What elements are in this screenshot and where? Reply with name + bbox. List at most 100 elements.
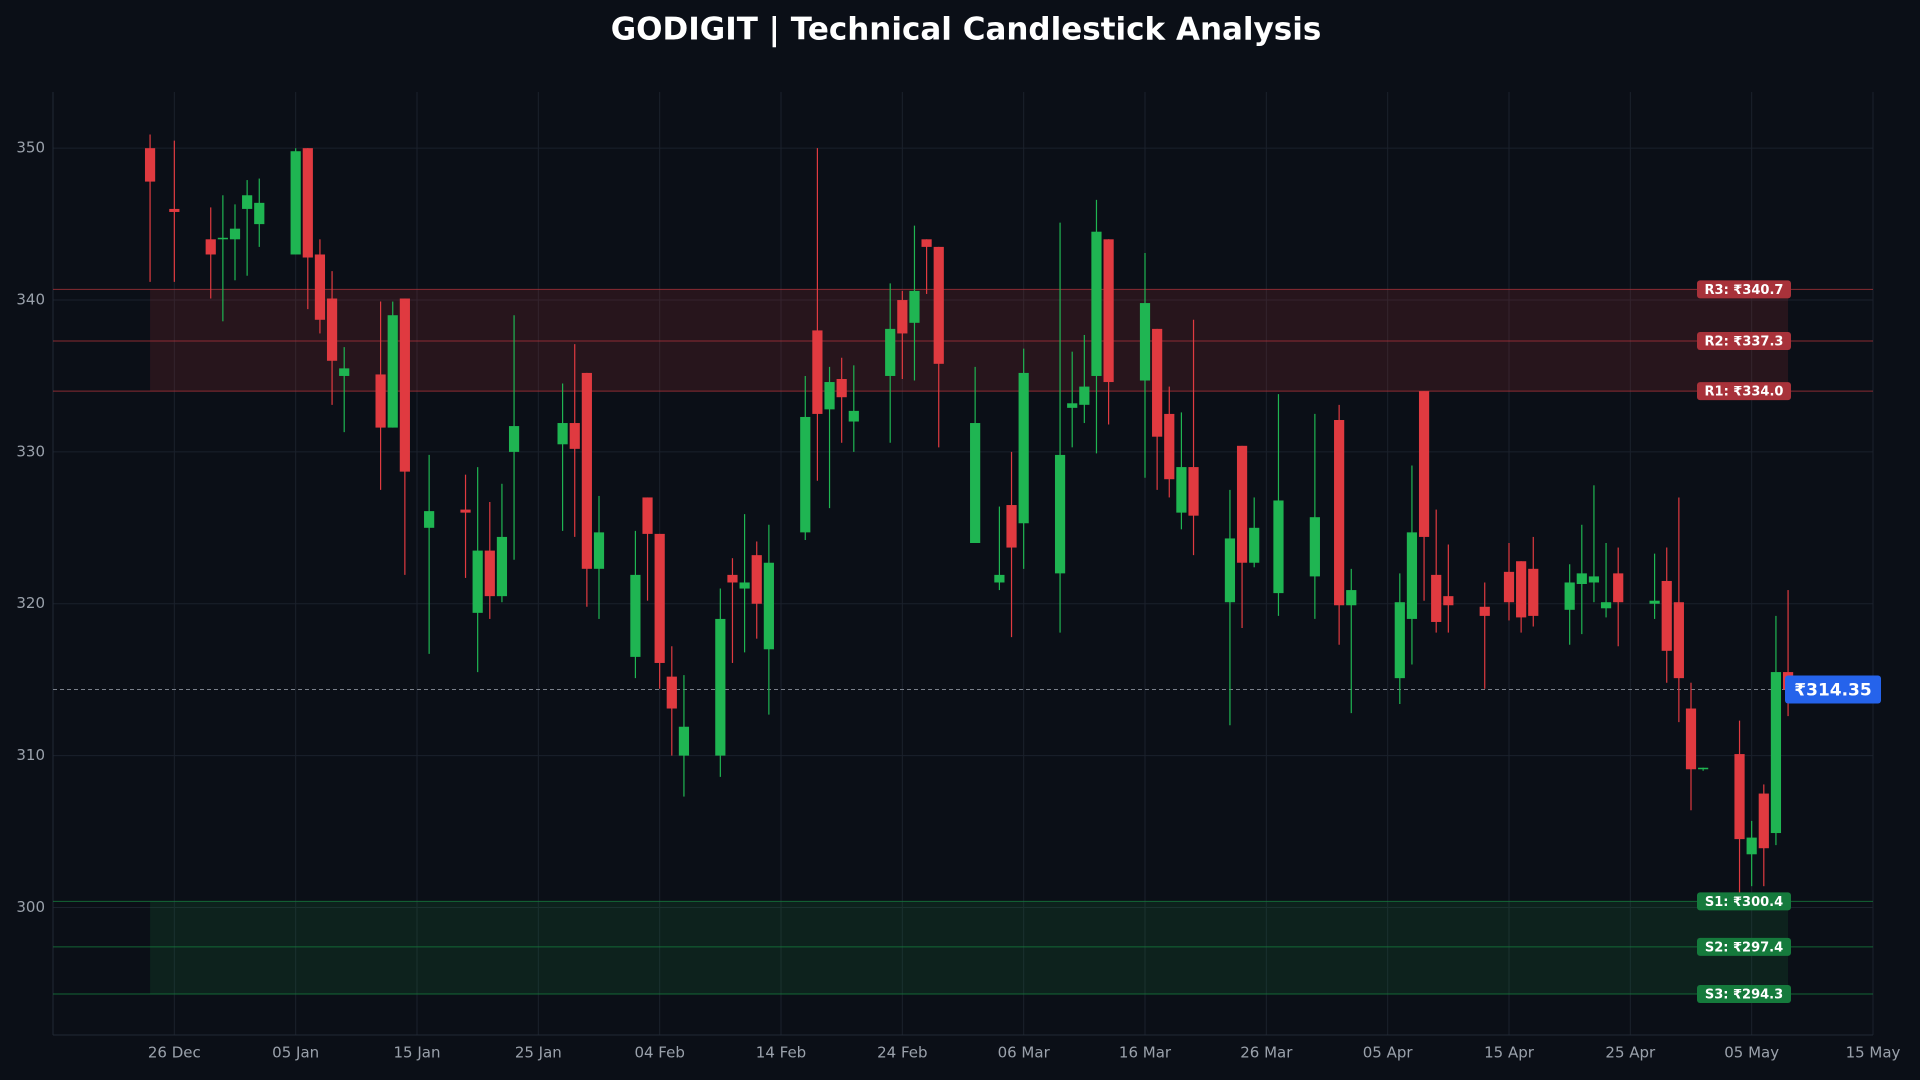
candle-body [424,511,435,528]
y-tick-label: 340 [16,291,45,309]
x-tick-label: 05 Apr [1363,1044,1414,1062]
level-badge [1697,937,1791,956]
candle-body [848,410,859,422]
candle-body [205,239,216,255]
level-badge [1697,382,1791,401]
candle-body [1528,568,1539,616]
x-tick-label: 15 Apr [1484,1044,1535,1062]
candle-body [290,151,301,255]
candle-body [399,298,410,472]
candle-body [1334,420,1345,606]
level-label: S1: ₹300.4 [1705,895,1783,910]
candle-body [1685,708,1697,770]
candle-body [1673,602,1684,679]
x-tick-label: 25 Jan [515,1044,562,1062]
candle-body [909,290,920,323]
x-tick-label: 16 Mar [1119,1044,1172,1062]
level-badge [1697,332,1791,351]
x-tick-label: 14 Feb [756,1044,806,1062]
x-tick-label: 15 May [1846,1044,1901,1062]
y-tick-label: 330 [16,442,45,460]
candle-body [1588,576,1600,583]
candle-body [254,202,265,225]
candle-body [169,208,180,212]
candle-body [387,315,398,428]
candle-body [885,328,896,376]
candle-body [1249,527,1260,563]
candle-body [1309,517,1320,577]
x-tick-label: 04 Feb [634,1044,684,1062]
candle-body [1661,580,1672,651]
candle-body [824,382,835,410]
candle-body [1176,467,1187,513]
level-zone [150,289,1789,392]
x-tick-label: 06 Mar [998,1044,1051,1062]
candle-body [1079,386,1090,405]
candle-body [1346,590,1357,606]
level-label: S3: ₹294.3 [1705,988,1783,1003]
level-badge [1697,892,1791,911]
candle-body [326,298,338,361]
y-tick-label: 300 [16,898,45,916]
candle-body [581,372,592,569]
candle-body [484,550,495,597]
x-tick-label: 26 Mar [1240,1044,1293,1062]
candle-body [144,148,156,182]
candle-body [593,532,605,569]
candle-body [1224,538,1236,603]
candle-body [836,379,847,398]
candle-body [642,497,653,534]
candle-body [933,246,944,364]
candle-body [1091,231,1102,376]
level-label: R2: ₹337.3 [1705,335,1784,350]
y-tick-label: 310 [16,746,45,764]
candle-body [630,574,641,657]
candle-body [1188,467,1199,516]
candle-body [1734,754,1745,840]
candle-body [666,676,677,709]
candle-body [1503,571,1515,603]
candle-body [472,550,483,613]
candle-body [1516,561,1527,618]
candle-body [339,368,350,376]
candle-body [1576,573,1587,584]
candle-body [1746,837,1757,855]
candle-body [1564,582,1575,610]
candle-body [994,574,1005,583]
x-tick-label: 05 Jan [272,1044,319,1062]
candle-body [1006,505,1017,548]
level-label: R3: ₹340.7 [1705,283,1784,298]
candle-body [1236,445,1248,563]
x-tick-label: 05 May [1724,1044,1779,1062]
candle-body [314,254,326,320]
candle-body [897,300,908,334]
candle-body [970,423,981,543]
candle-body [1054,454,1066,574]
candle-body [1103,239,1114,383]
candle-body [800,416,811,533]
candle-body [1394,602,1405,679]
chart-title: GODIGIT | Technical Candlestick Analysis [611,12,1322,48]
candle-body [739,582,750,589]
candle-body [751,555,762,604]
candle-body [1479,606,1490,616]
x-tick-label: 25 Apr [1605,1044,1656,1062]
x-tick-label: 26 Dec [148,1044,201,1062]
level-zone [150,901,1789,994]
candle-body [1758,793,1769,849]
candle-body [460,509,471,513]
y-tick-label: 320 [16,594,45,612]
x-tick-label: 24 Feb [877,1044,927,1062]
candle-body [1600,602,1612,609]
candle-body [569,423,580,449]
candle-body [508,426,520,452]
y-tick-label: 350 [16,139,45,157]
level-badge [1697,985,1791,1003]
candle-body [678,726,690,756]
candle-body [715,618,726,756]
level-label: R1: ₹334.0 [1705,385,1784,400]
candle-body [1613,573,1624,603]
last-price-label: ₹314.35 [1794,681,1871,701]
candle-body [1406,532,1418,619]
